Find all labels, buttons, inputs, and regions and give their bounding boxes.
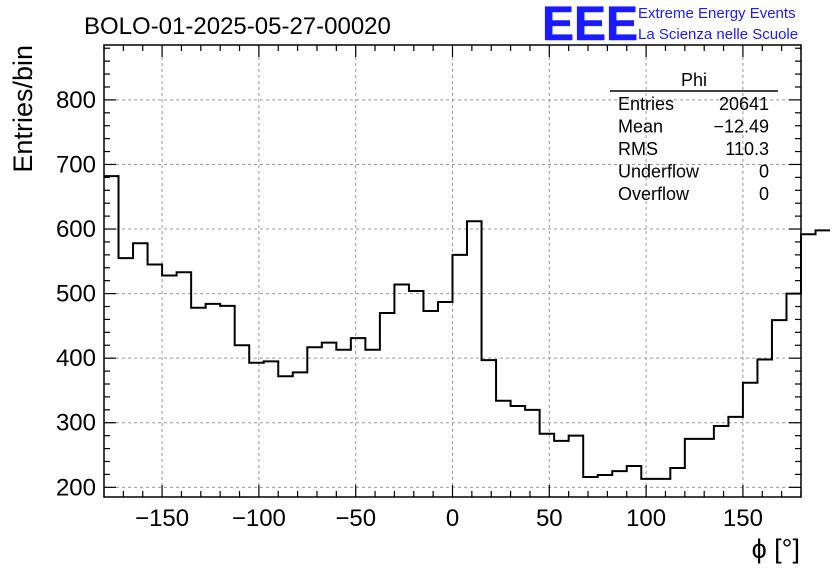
stats-box: Phi Entries 20641 Mean −12.49 RMS 110.3 Underf…	[610, 70, 778, 204]
stats-label: Overflow	[618, 184, 690, 204]
stats-value: 0	[759, 162, 769, 182]
brand-line-1: Extreme Energy Events	[638, 5, 796, 22]
stats-label: Entries	[618, 94, 674, 114]
x-tick-label: −100	[232, 505, 286, 532]
stats-value: 20641	[719, 94, 769, 114]
y-axis-title: Entries/bin	[8, 45, 38, 173]
x-tick-label: −50	[335, 505, 376, 532]
y-tick-label: 300	[56, 410, 96, 437]
x-tick-label: 150	[723, 505, 763, 532]
stats-label: Underflow	[618, 162, 700, 182]
y-tick-label: 800	[56, 87, 96, 114]
x-axis-title: ϕ [°]	[752, 534, 800, 564]
x-tick-label: 50	[536, 505, 563, 532]
stats-value: 110.3	[725, 139, 769, 159]
run-title: BOLO-01-2025-05-27-00020	[84, 13, 391, 40]
axis-ticks	[103, 45, 802, 497]
eee-logo: EEE	[542, 0, 638, 51]
y-tick-label: 200	[56, 474, 96, 501]
histogram-line	[104, 175, 831, 480]
stats-label: Mean	[618, 117, 663, 137]
brand-line-2: La Scienza nelle Scuole	[638, 26, 798, 43]
x-tick-labels: −150 −100 −50 0 50 100 150	[135, 505, 763, 532]
stats-rows: Entries 20641 Mean −12.49 RMS 110.3 Underflow 0…	[618, 94, 769, 204]
stats-label: RMS	[618, 139, 658, 159]
x-tick-label: 0	[446, 505, 459, 532]
y-tick-label: 700	[56, 151, 96, 178]
y-tick-label: 400	[56, 345, 96, 372]
histogram-series	[104, 175, 831, 480]
stats-value: −12.49	[713, 117, 769, 137]
stats-value: 0	[759, 184, 769, 204]
y-tick-label: 600	[56, 216, 96, 243]
stats-title: Phi	[681, 70, 707, 90]
x-tick-label: 100	[626, 505, 666, 532]
x-tick-label: −150	[135, 505, 189, 532]
y-tick-label: 500	[56, 281, 96, 308]
y-tick-labels: 200 300 400 500 600 700 800	[56, 87, 96, 501]
